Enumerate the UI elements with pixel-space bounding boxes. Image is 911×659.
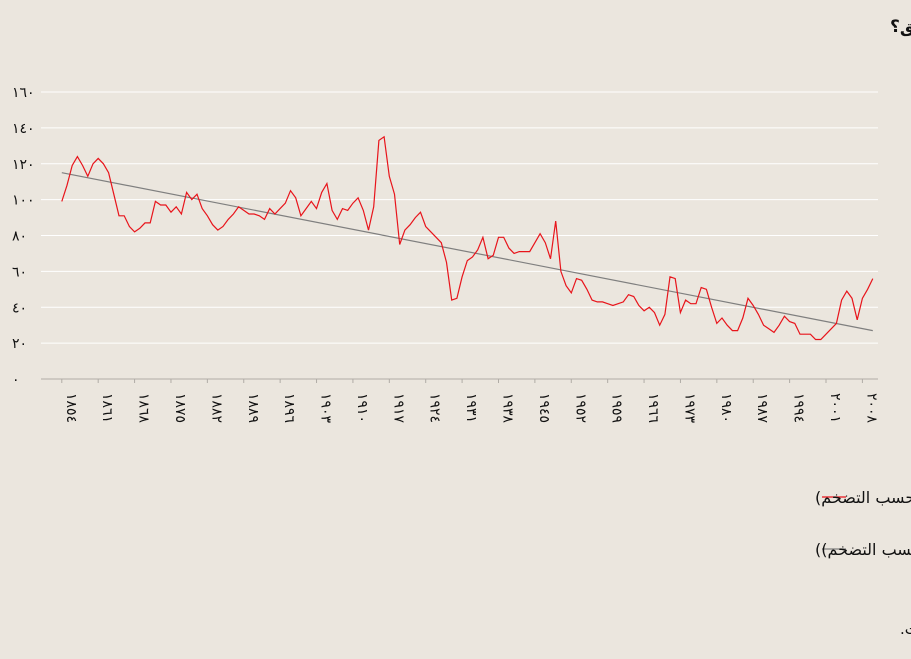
x-tick-label: ١٩١٠ <box>354 393 370 423</box>
y-tick-label: ١٢٠ <box>12 157 35 173</box>
x-tick-label: ١٩٠٣ <box>318 393 334 424</box>
x-tick-label: ١٨٦١ <box>99 393 115 423</box>
x-tick-label: ١٩٢٤ <box>427 393 443 423</box>
y-tick-label: ٠ <box>12 372 20 388</box>
x-tick-label: ١٩٩٤ <box>791 393 807 423</box>
x-tick-label: ١٩٥٩ <box>609 393 625 423</box>
x-tick-label: ١٨٥٤ <box>63 393 79 423</box>
x-tick-label: ٢٠٠٨ <box>863 393 879 424</box>
legend-label: المؤشر الصناعي (معدَّل حسب التضخم) <box>815 488 911 508</box>
x-tick-label: ١٩٧٣ <box>681 393 697 424</box>
series-line <box>61 172 873 332</box>
y-tick-label: ١٠٠ <box>12 193 35 209</box>
legend-label: المؤشر الخطي (المؤشر الصناعي (معدَّل حسب… <box>815 540 911 560</box>
x-tick-label: ١٩١٧ <box>390 393 406 424</box>
x-tick-label: ١٩٦٦ <box>645 393 661 423</box>
series-line <box>61 135 874 341</box>
x-tick-label: ١٨٦٨ <box>136 393 152 424</box>
x-tick-label: ١٩٨٧ <box>754 393 770 424</box>
x-tick-label: ١٩٥٢ <box>572 393 588 423</box>
x-tick-label: ٢٠٠١ <box>827 393 843 423</box>
x-tick-label: ١٩٤٥ <box>536 393 552 423</box>
y-tick-label: ٨٠ <box>12 229 27 245</box>
y-tick-label: ١٦٠ <box>12 85 35 101</box>
x-tick-label: ١٨٩٦ <box>281 393 297 423</box>
y-tick-label: ١٤٠ <box>12 121 35 137</box>
x-tick-label: ١٨٨٩ <box>245 393 261 423</box>
y-tick-label: ٢٠ <box>12 336 27 352</box>
x-tick-label: ١٩٣١ <box>463 393 479 423</box>
source-note: المصدر: وحدة إيكونوميست للمعلومات. <box>900 620 911 638</box>
x-tick-label: ١٨٨٢ <box>208 393 224 423</box>
chart-title: قرن من التدهور أم حقبة جديدة في الأفق؟ <box>890 15 911 37</box>
x-tick-label: ١٩٨٠ <box>718 393 734 423</box>
x-tick-label: ١٨٧٥ <box>172 393 188 423</box>
y-tick-label: ٤٠ <box>12 300 27 316</box>
y-tick-label: ٦٠ <box>12 264 27 280</box>
x-tick-label: ١٩٣٨ <box>499 393 515 424</box>
